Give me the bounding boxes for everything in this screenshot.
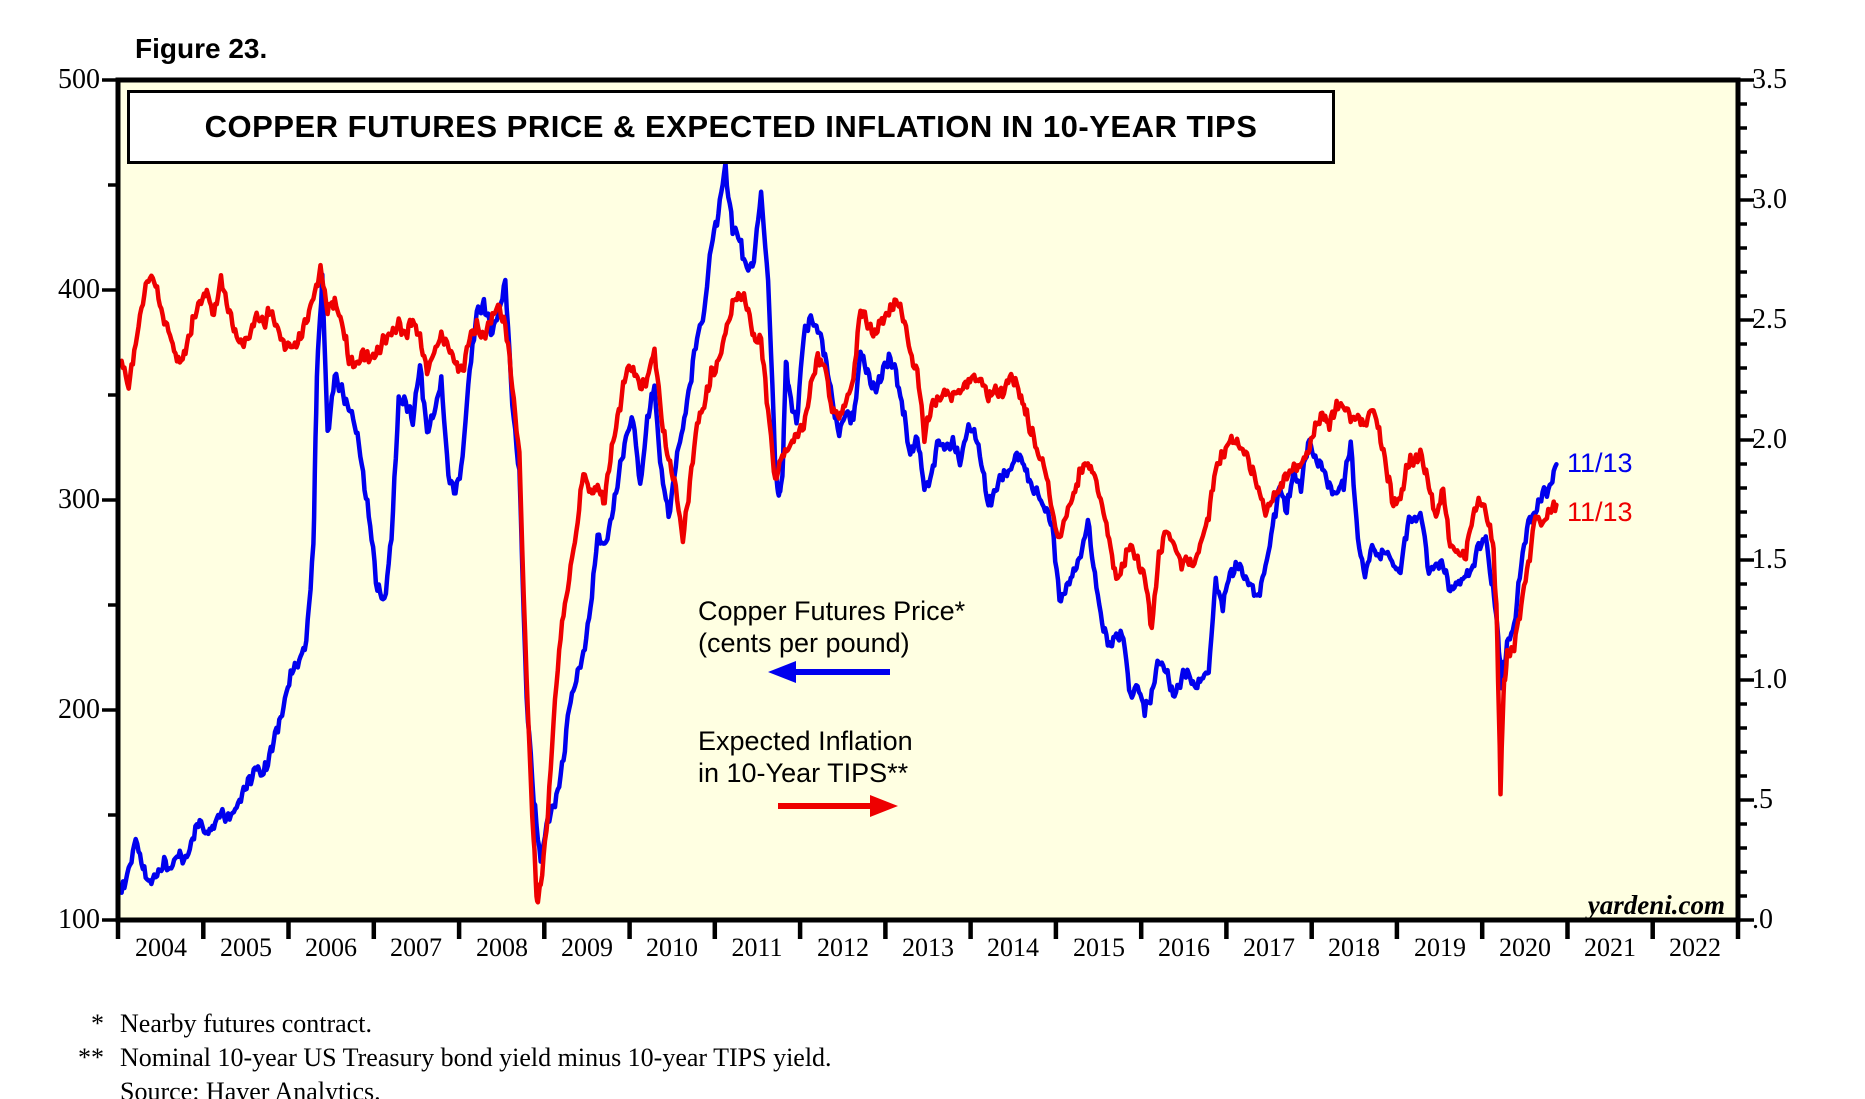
footnote-1: * Nearby futures contract.	[64, 1009, 372, 1039]
y-axis-ticks	[102, 78, 1754, 922]
copper-last-date-label: 11/13	[1567, 448, 1633, 478]
tips-series-annotation: Expected Inflation in 10-Year TIPS**	[698, 725, 913, 789]
watermark: yardeni.com	[1587, 890, 1725, 920]
footnote-3: Source: Haver Analytics.	[64, 1077, 381, 1099]
x-axis-label-2013: 2013	[902, 933, 954, 962]
chart-title-box: COPPER FUTURES PRICE & EXPECTED INFLATIO…	[127, 90, 1335, 164]
right-axis-label-2.0: 2.0	[1752, 424, 1787, 455]
copper-arrow-icon	[768, 661, 890, 683]
left-axis-label-300: 300	[58, 484, 100, 515]
x-axis-label-2015: 2015	[1073, 933, 1125, 962]
x-axis-label-2020: 2020	[1499, 933, 1551, 962]
x-axis-label-2007: 2007	[390, 933, 442, 962]
left-axis-label-200: 200	[58, 694, 100, 725]
tips-arrow-icon	[778, 795, 898, 817]
tips-annotation-line2: in 10-Year TIPS**	[698, 758, 909, 788]
copper-series-line	[119, 160, 1559, 895]
left-axis-label-400: 400	[58, 274, 100, 305]
left-axis-label-500: 500	[58, 64, 100, 95]
chart-title: COPPER FUTURES PRICE & EXPECTED INFLATIO…	[204, 109, 1258, 144]
copper-series-annotation: Copper Futures Price* (cents per pound)	[698, 595, 965, 659]
x-axis-label-2014: 2014	[987, 933, 1039, 962]
x-axis-label-2012: 2012	[817, 933, 869, 962]
right-axis-label-2.5: 2.5	[1752, 304, 1787, 335]
x-axis-label-2019: 2019	[1414, 933, 1466, 962]
right-axis-label-1.0: 1.0	[1752, 664, 1787, 695]
x-axis-label-2006: 2006	[305, 933, 357, 962]
x-axis-ticks	[115, 920, 1741, 939]
x-axis-label-2011: 2011	[731, 933, 783, 962]
footnote-1-text: Nearby futures contract.	[120, 1009, 372, 1038]
right-axis-label-3.0: 3.0	[1752, 184, 1787, 215]
x-axis-label-2016: 2016	[1158, 933, 1210, 962]
footnote-2-text: Nominal 10-year US Treasury bond yield m…	[120, 1043, 832, 1072]
copper-annotation-line1: Copper Futures Price*	[698, 596, 966, 626]
x-axis-label-2018: 2018	[1328, 933, 1380, 962]
x-axis-label-2005: 2005	[220, 933, 272, 962]
footnote-1-marker: *	[91, 1009, 104, 1038]
right-axis-label-.5: .5	[1752, 784, 1773, 815]
x-axis-label-2008: 2008	[476, 933, 528, 962]
x-axis-label-2017: 2017	[1243, 933, 1295, 962]
tips-last-date-label: 11/13	[1567, 497, 1633, 527]
footnote-3-text: Source: Haver Analytics.	[120, 1077, 381, 1099]
footnote-2: ** Nominal 10-year US Treasury bond yield…	[64, 1043, 832, 1073]
x-axis-label-2021: 2021	[1584, 933, 1636, 962]
right-axis-label-1.5: 1.5	[1752, 544, 1787, 575]
right-axis-label-.0: .0	[1752, 904, 1773, 935]
x-axis-label-2009: 2009	[561, 933, 613, 962]
copper-annotation-line2: (cents per pound)	[698, 628, 910, 658]
tips-annotation-line1: Expected Inflation	[698, 726, 913, 756]
x-axis-label-2022: 2022	[1669, 933, 1721, 962]
left-axis-label-100: 100	[58, 904, 100, 935]
x-axis-label-2004: 2004	[135, 933, 187, 962]
footnote-2-marker: **	[78, 1043, 104, 1072]
figure-label: Figure 23.	[135, 33, 268, 64]
x-axis-label-2010: 2010	[646, 933, 698, 962]
tips-series-line	[119, 262, 1559, 905]
right-axis-label-3.5: 3.5	[1752, 64, 1787, 95]
